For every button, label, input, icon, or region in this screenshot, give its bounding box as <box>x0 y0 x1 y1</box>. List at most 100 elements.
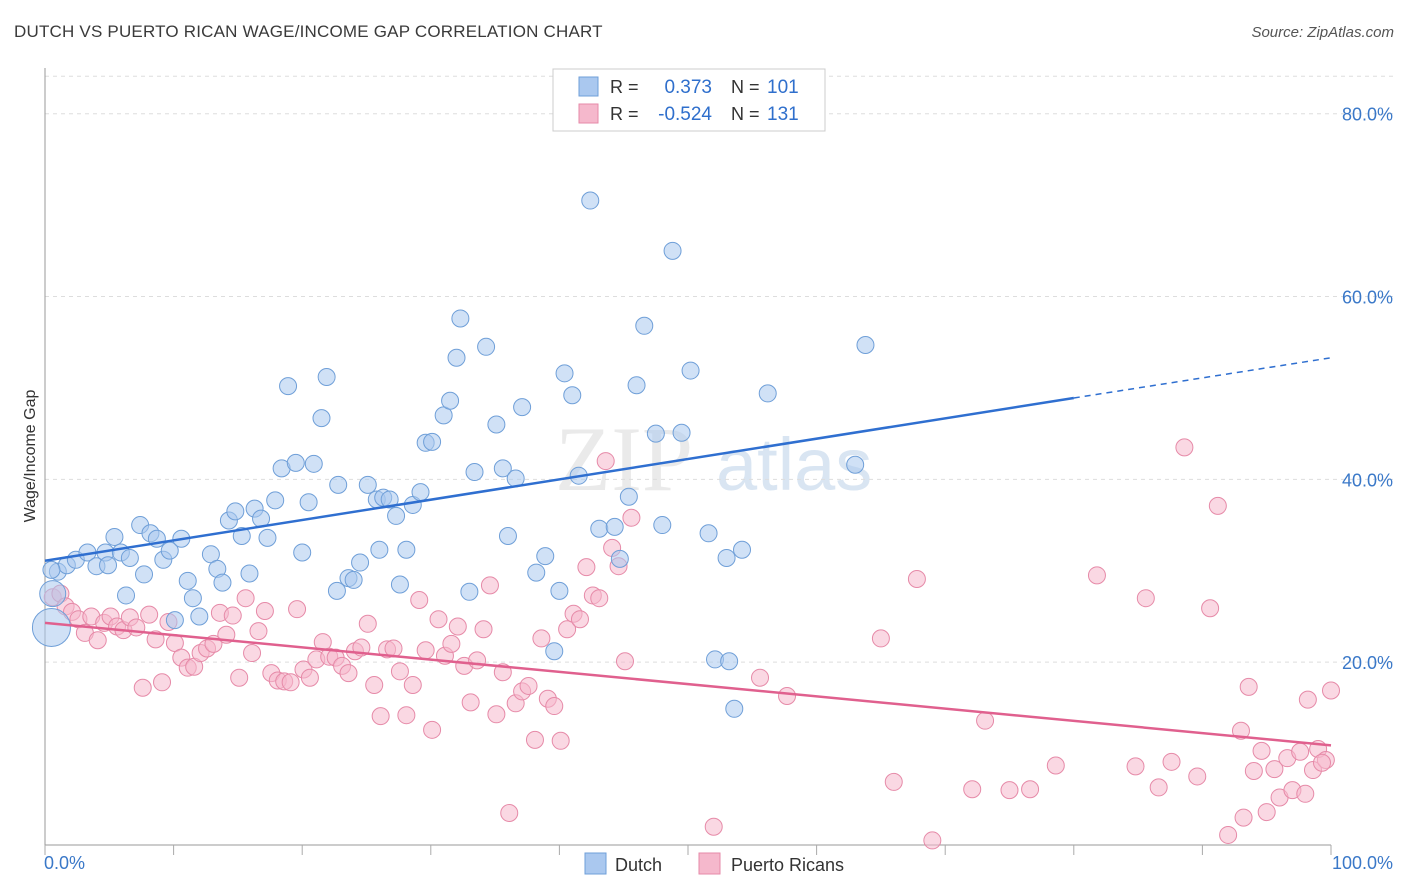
dutch-point-72 <box>527 563 546 582</box>
bottom-legend-swatch-dutch <box>584 852 607 875</box>
puerto-ricans-point-122 <box>1322 681 1340 700</box>
puerto-ricans-point-65 <box>461 693 480 712</box>
puerto-ricans-point-59 <box>423 720 442 739</box>
puerto-ricans-point-124 <box>1257 803 1276 822</box>
bottom-legend-label-puerto-ricans: Puerto Ricans <box>731 855 844 875</box>
dutch-point-73 <box>536 547 555 566</box>
dutch-point-82 <box>610 549 629 568</box>
dutch-point-54 <box>390 575 409 594</box>
dutch-point-1 <box>39 580 67 608</box>
dutch-point-84 <box>627 376 646 395</box>
puerto-ricans-point-96 <box>907 569 926 588</box>
puerto-ricans-point-56 <box>403 676 422 695</box>
dutch-point-90 <box>681 361 700 380</box>
legend-swatch-puerto-ricans <box>578 103 599 124</box>
puerto-ricans-point-115 <box>1252 741 1271 760</box>
dutch-point-76 <box>555 364 574 383</box>
puerto-ricans-point-116 <box>1265 760 1284 779</box>
dutch-point-0 <box>31 607 71 647</box>
dutch-point-26 <box>213 573 232 592</box>
dutch-point-33 <box>258 528 277 547</box>
series-dutch-points <box>31 191 875 718</box>
legend-n-value-0: 101 <box>767 77 799 98</box>
puerto-ricans-point-57 <box>410 591 429 610</box>
dutch-point-91 <box>699 524 718 543</box>
puerto-ricans-point-110 <box>1201 599 1220 618</box>
dutch-point-85 <box>635 316 654 335</box>
puerto-ricans-point-104 <box>1126 757 1145 776</box>
puerto-ricans-point-130 <box>1234 808 1253 827</box>
dutch-point-19 <box>165 611 184 630</box>
puerto-ricans-point-49 <box>358 614 377 633</box>
dutch-point-29 <box>232 527 251 546</box>
puerto-ricans-point-106 <box>1149 778 1168 797</box>
dutch-trend-line-extension <box>1073 357 1332 399</box>
dutch-point-97 <box>758 384 777 403</box>
y-tick-label-0: 20.0% <box>1342 653 1393 673</box>
puerto-ricans-point-28 <box>223 606 242 625</box>
dutch-point-86 <box>646 424 665 443</box>
puerto-ricans-point-55 <box>397 706 416 725</box>
series-puerto-ricans-points <box>43 438 1340 850</box>
puerto-ricans-point-127 <box>1296 784 1315 803</box>
puerto-ricans-point-31 <box>243 644 262 663</box>
puerto-ricans-point-100 <box>1000 781 1019 800</box>
trend-lines <box>44 357 1332 747</box>
dutch-point-75 <box>550 581 569 600</box>
chart-title: DUTCH VS PUERTO RICAN WAGE/INCOME GAP CO… <box>14 22 603 41</box>
legend-swatch-dutch <box>578 76 599 97</box>
dutch-point-79 <box>581 191 600 210</box>
puerto-ricans-point-60 <box>429 610 448 629</box>
dutch-point-98 <box>846 455 865 474</box>
y-axis-label: Wage/Income Gap <box>22 390 39 523</box>
puerto-ricans-point-99 <box>976 711 995 730</box>
y-tick-labels: 20.0% 40.0% 60.0% 80.0% <box>1342 105 1393 673</box>
puerto-ricans-point-118 <box>1291 742 1310 761</box>
dutch-point-39 <box>299 493 318 512</box>
puerto-ricans-point-89 <box>615 652 634 671</box>
puerto-ricans-point-46 <box>339 664 358 683</box>
dutch-point-57 <box>411 483 430 502</box>
puerto-ricans-point-32 <box>249 622 268 641</box>
dutch-point-12 <box>120 548 139 567</box>
puerto-ricans-point-94 <box>871 629 890 648</box>
puerto-ricans-point-75 <box>525 730 544 749</box>
dutch-point-22 <box>183 589 202 608</box>
legend-n-label-0: N = <box>731 77 760 97</box>
dutch-point-50 <box>370 540 389 559</box>
puerto-ricans-point-103 <box>1087 566 1106 585</box>
bottom-legend: Dutch Puerto Ricans <box>584 852 844 875</box>
puerto-ricans-point-95 <box>884 772 903 791</box>
legend-r-label-0: R = <box>610 77 639 97</box>
dutch-point-43 <box>327 581 346 600</box>
dutch-point-69 <box>498 527 517 546</box>
dutch-point-48 <box>358 475 377 494</box>
puerto-ricans-point-83 <box>577 558 596 577</box>
puerto-ricans-point-90 <box>622 508 641 527</box>
puerto-ricans-point-54 <box>390 662 409 681</box>
puerto-ricans-point-37 <box>281 673 300 692</box>
dutch-point-83 <box>619 487 638 506</box>
puerto-ricans-point-78 <box>545 697 564 716</box>
puerto-ricans-point-16 <box>146 630 165 649</box>
puerto-ricans-point-108 <box>1175 438 1194 457</box>
puerto-ricans-point-114 <box>1239 677 1258 696</box>
dutch-point-30 <box>240 564 259 583</box>
puerto-ricans-point-33 <box>255 601 274 620</box>
x-tick-label-0: 0.0% <box>44 853 85 873</box>
dutch-point-36 <box>279 377 298 396</box>
puerto-ricans-point-40 <box>300 668 319 687</box>
puerto-ricans-point-30 <box>236 589 255 608</box>
legend: R = 0.373 N = 101 R = -0.524 N = 131 <box>552 68 826 132</box>
puerto-ricans-point-17 <box>153 673 172 692</box>
dutch-point-74 <box>545 642 564 661</box>
puerto-ricans-point-69 <box>487 705 506 724</box>
dutch-point-77 <box>563 386 582 405</box>
dutch-point-38 <box>293 543 312 562</box>
puerto-ricans-point-15 <box>140 605 159 624</box>
dutch-point-94 <box>720 652 739 671</box>
dutch-point-80 <box>590 519 609 538</box>
dutch-point-66 <box>477 337 496 356</box>
puerto-ricans-point-38 <box>288 600 307 619</box>
